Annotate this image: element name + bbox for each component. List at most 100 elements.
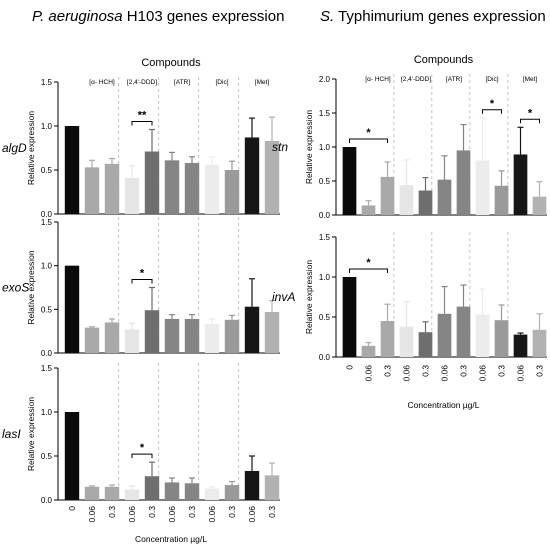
bar (380, 321, 395, 357)
bar (184, 162, 200, 214)
x-tick-label: 0 (345, 365, 355, 370)
y-tick-label: 0.5 (41, 452, 53, 461)
x-tick-label: 0.3 (421, 365, 431, 377)
x-axis-label: Concentration µg/L (135, 534, 207, 544)
x-axis-label: Concentration µg/L (408, 400, 480, 410)
bar (475, 160, 490, 215)
significance-bracket (131, 279, 153, 284)
x-tick-label: 0.06 (516, 365, 526, 382)
chart-panel-pa-lasi: 0.0 0.5 1.0 1.5 Relative expression lasI * 0 0.0… (2, 363, 280, 544)
y-tick-label: 1.0 (319, 143, 331, 152)
bar (244, 306, 260, 353)
gene-label: stn (272, 140, 288, 154)
compound-group-label: [α- HCH] (89, 79, 115, 86)
x-tick-label: 0.3 (147, 506, 157, 518)
bar (494, 185, 509, 215)
bar (144, 151, 160, 214)
bar (204, 324, 220, 353)
bar (264, 140, 280, 214)
x-tick-label: 0.3 (267, 506, 277, 518)
bar (418, 190, 433, 215)
bar (164, 318, 180, 353)
bar (164, 160, 180, 214)
bar (144, 476, 160, 500)
bar (399, 185, 414, 215)
chart-panel-st-inva: 0.0 0.5 1.0 1.5 Relative expression invA * 0 0.0… (272, 232, 547, 410)
gene-label: lasI (2, 427, 21, 441)
gene-label: invA (272, 290, 295, 304)
x-tick-label: 0.06 (207, 506, 217, 523)
bar (418, 332, 433, 357)
right-figure-species: S. (320, 8, 335, 25)
compound-group-label: [Dic] (216, 79, 229, 86)
bar (184, 483, 200, 500)
bar (144, 310, 160, 353)
y-tick-label: 1.5 (319, 233, 331, 242)
bar (84, 327, 100, 353)
bar (104, 163, 120, 214)
bar (513, 154, 528, 215)
significance-bracket (349, 138, 388, 143)
significance-bracket (131, 121, 153, 126)
bar (64, 126, 80, 214)
bar (380, 176, 395, 215)
y-tick-label: 1.5 (41, 218, 53, 227)
compound-group-label: [Dic] (486, 76, 499, 83)
bar (64, 265, 80, 353)
significance-bracket (482, 109, 502, 114)
compound-group-label: [Met] (523, 76, 538, 83)
bar (84, 486, 100, 500)
bar (224, 170, 240, 214)
gene-label: algD (2, 141, 27, 155)
significance-bracket (131, 453, 153, 459)
significance-bracket (520, 118, 540, 124)
x-tick-label: 0.06 (478, 365, 488, 382)
bar (104, 322, 120, 353)
y-tick-label: 1.5 (41, 78, 53, 87)
significance-label: * (140, 442, 145, 454)
y-axis-label: Relative expression (26, 250, 36, 324)
significance-bracket (349, 268, 388, 273)
bar (184, 318, 200, 353)
chart-panel-st-stn: 0.0 0.5 1.0 1.5 2.0 Relative expression stn * * *… (272, 54, 547, 220)
x-tick-label: 0.06 (167, 506, 177, 523)
bar (532, 196, 547, 215)
y-axis-label: Relative expression (304, 110, 314, 184)
compounds-title: Compounds (414, 54, 474, 66)
x-tick-label: 0 (67, 506, 77, 511)
bar (64, 412, 80, 500)
x-tick-label: 0.3 (535, 365, 545, 377)
y-tick-label: 1.5 (41, 364, 53, 373)
x-tick-label: 0.3 (383, 365, 393, 377)
compounds-title: Compounds (141, 57, 201, 69)
left-figure-title: P. aeruginosa H103 genes expression (32, 8, 284, 25)
x-tick-label: 0.3 (497, 365, 507, 377)
bar (342, 147, 357, 215)
bar (342, 277, 357, 357)
y-tick-label: 2.0 (319, 75, 331, 84)
bar (399, 326, 414, 357)
bar (361, 205, 376, 215)
y-tick-label: 0.0 (41, 496, 53, 505)
significance-label: * (366, 257, 371, 269)
x-tick-label: 0.06 (402, 365, 412, 382)
y-tick-label: 1.0 (319, 273, 331, 282)
bar (361, 345, 376, 357)
left-figure-title-rest: H103 genes expression (122, 8, 285, 25)
right-figure-title-rest: Typhimurium genes expression (334, 8, 546, 25)
significance-label: * (366, 127, 371, 139)
y-tick-label: 1.0 (41, 408, 53, 417)
y-tick-label: 0.0 (41, 349, 53, 358)
y-tick-label: 0.5 (41, 305, 53, 314)
x-tick-label: 0.3 (227, 506, 237, 518)
y-tick-label: 0.5 (41, 166, 53, 175)
y-axis-label: Relative expression (26, 111, 36, 185)
bar (124, 489, 140, 500)
bar (494, 320, 509, 357)
y-tick-label: 1.0 (41, 122, 53, 131)
significance-label: * (528, 107, 533, 119)
bar (244, 137, 260, 214)
bar (437, 313, 452, 357)
bar (84, 167, 100, 214)
